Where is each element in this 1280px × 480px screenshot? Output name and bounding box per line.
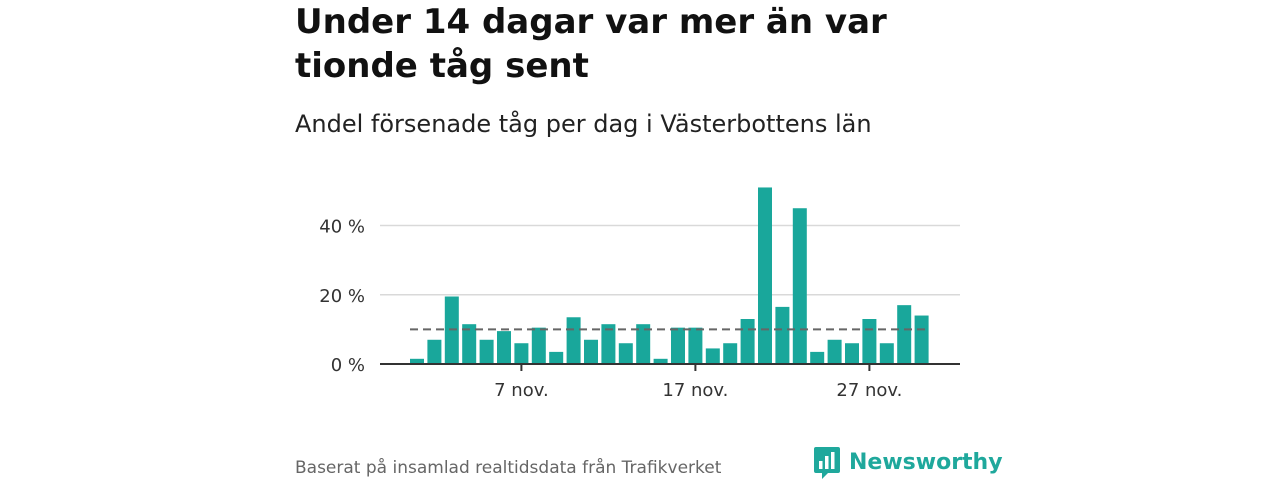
brand-name: Newsworthy xyxy=(849,450,1003,475)
bar-2021-11-30 xyxy=(914,315,929,364)
bar-2021-11-07 xyxy=(514,343,529,364)
bar-chart-speech-bubble-icon xyxy=(814,447,840,479)
x-tick-label: 17 nov. xyxy=(662,380,728,401)
bar-2021-11-15 xyxy=(653,358,668,364)
y-axis-labels: 0 % 20 % 40 % xyxy=(319,217,365,376)
grid-lines xyxy=(380,224,960,296)
bar-2021-11-24 xyxy=(810,351,825,364)
bar-2021-11-08 xyxy=(531,327,546,364)
bar-2021-11-23 xyxy=(792,208,807,364)
bar-2021-11-02 xyxy=(427,339,442,364)
bar-2021-11-22 xyxy=(775,306,790,364)
bar-chart: 0 % 20 % 40 % 7 nov. 17 nov. 27 nov. xyxy=(319,187,960,401)
bars xyxy=(410,187,929,364)
bar-2021-11-12 xyxy=(601,324,616,364)
bar-2021-11-25 xyxy=(827,339,842,364)
page-title: Under 14 dagar var mer än var tionde tåg… xyxy=(295,2,887,86)
bar-2021-11-27 xyxy=(862,319,877,364)
bar-2021-11-29 xyxy=(897,305,912,364)
bar-2021-11-26 xyxy=(845,343,859,364)
bar-2021-11-28 xyxy=(879,343,894,364)
bar-2021-11-10 xyxy=(566,317,581,364)
bar-2021-11-21 xyxy=(758,187,772,364)
bar-2021-11-01 xyxy=(410,358,424,364)
x-axis-labels: 7 nov. 17 nov. 27 nov. xyxy=(494,364,902,401)
bar-2021-11-11 xyxy=(584,339,598,364)
y-tick-label: 40 % xyxy=(319,217,365,238)
x-tick-label: 7 nov. xyxy=(494,380,549,401)
source-note: Baserat på insamlad realtidsdata från Tr… xyxy=(295,458,722,478)
bar-2021-11-06 xyxy=(497,331,511,364)
y-tick-label: 0 % xyxy=(331,355,365,376)
brand-logo[interactable]: Newsworthy xyxy=(813,446,1003,480)
y-tick-label: 20 % xyxy=(319,286,365,307)
bar-2021-11-13 xyxy=(618,343,633,364)
bar-2021-11-19 xyxy=(723,343,738,364)
bar-2021-11-05 xyxy=(479,339,494,364)
bar-2021-11-09 xyxy=(549,351,564,364)
bar-2021-11-16 xyxy=(671,327,685,364)
bar-2021-11-17 xyxy=(688,327,703,364)
chart-subtitle: Andel försenade tåg per dag i Västerbott… xyxy=(295,110,872,138)
x-tick-label: 27 nov. xyxy=(836,380,902,401)
bar-2021-11-18 xyxy=(705,348,720,364)
bar-2021-11-04 xyxy=(462,324,477,364)
bar-2021-11-14 xyxy=(636,324,651,364)
bar-2021-11-20 xyxy=(740,319,755,364)
